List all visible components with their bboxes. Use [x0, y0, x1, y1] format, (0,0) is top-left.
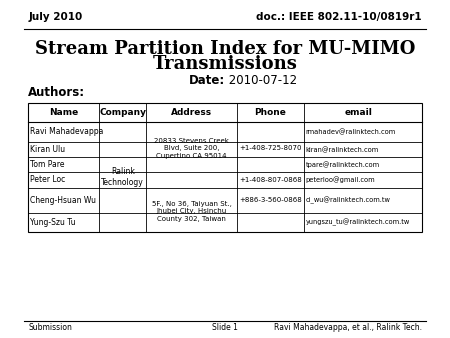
Text: Ravi Mahadevappa: Ravi Mahadevappa	[31, 127, 104, 136]
Text: Stream Partition Index for MU-MIMO: Stream Partition Index for MU-MIMO	[35, 40, 415, 58]
Text: Transmissions: Transmissions	[153, 55, 297, 73]
Text: Tom Pare: Tom Pare	[31, 160, 65, 169]
Text: Ralink
Technology: Ralink Technology	[101, 167, 144, 188]
Text: Authors:: Authors:	[28, 87, 86, 99]
Text: 5F., No 36, Taiyuan St.,
Jhubei City, Hsinchu
County 302, Taiwan: 5F., No 36, Taiyuan St., Jhubei City, Hs…	[152, 201, 231, 222]
Text: email: email	[345, 108, 373, 117]
Text: Address: Address	[171, 108, 212, 117]
Text: Ravi Mahadevappa, et al., Ralink Tech.: Ravi Mahadevappa, et al., Ralink Tech.	[274, 323, 422, 332]
Text: Peter Loc: Peter Loc	[31, 175, 66, 185]
Text: 2010-07-12: 2010-07-12	[225, 74, 297, 87]
Text: +1-408-725-8070: +1-408-725-8070	[239, 145, 302, 151]
Text: Submission: Submission	[28, 323, 72, 332]
Text: doc.: IEEE 802.11-10/0819r1: doc.: IEEE 802.11-10/0819r1	[256, 12, 422, 22]
Text: peterloo@gmail.com: peterloo@gmail.com	[306, 177, 375, 183]
Text: rmahadev@ralinktech.com: rmahadev@ralinktech.com	[306, 128, 396, 135]
Text: Date:: Date:	[189, 74, 225, 87]
Text: Slide 1: Slide 1	[212, 323, 238, 332]
Text: kiran@ralinktech.com: kiran@ralinktech.com	[306, 146, 378, 153]
Text: Cheng-Hsuan Wu: Cheng-Hsuan Wu	[31, 196, 96, 205]
Text: Phone: Phone	[254, 108, 286, 117]
Text: Name: Name	[49, 108, 78, 117]
Bar	[28, 103, 422, 232]
Text: +886-3-560-0868: +886-3-560-0868	[239, 197, 302, 203]
Text: Yung-Szu Tu: Yung-Szu Tu	[31, 218, 76, 227]
Text: yungszu_tu@ralinktech.com.tw: yungszu_tu@ralinktech.com.tw	[306, 218, 410, 226]
Text: Company: Company	[99, 108, 146, 117]
Text: tpare@ralinktech.com: tpare@ralinktech.com	[306, 162, 379, 168]
Text: +1-408-807-0868: +1-408-807-0868	[239, 177, 302, 183]
Text: Kiran Ulu: Kiran Ulu	[31, 145, 66, 154]
Text: July 2010: July 2010	[28, 12, 83, 22]
Text: ci_wu@ralinktech.com.tw: ci_wu@ralinktech.com.tw	[306, 196, 390, 204]
Text: 20833 Stevens Creek
Blvd, Suite 200,
Cupertino CA 95014: 20833 Stevens Creek Blvd, Suite 200, Cup…	[154, 138, 229, 159]
